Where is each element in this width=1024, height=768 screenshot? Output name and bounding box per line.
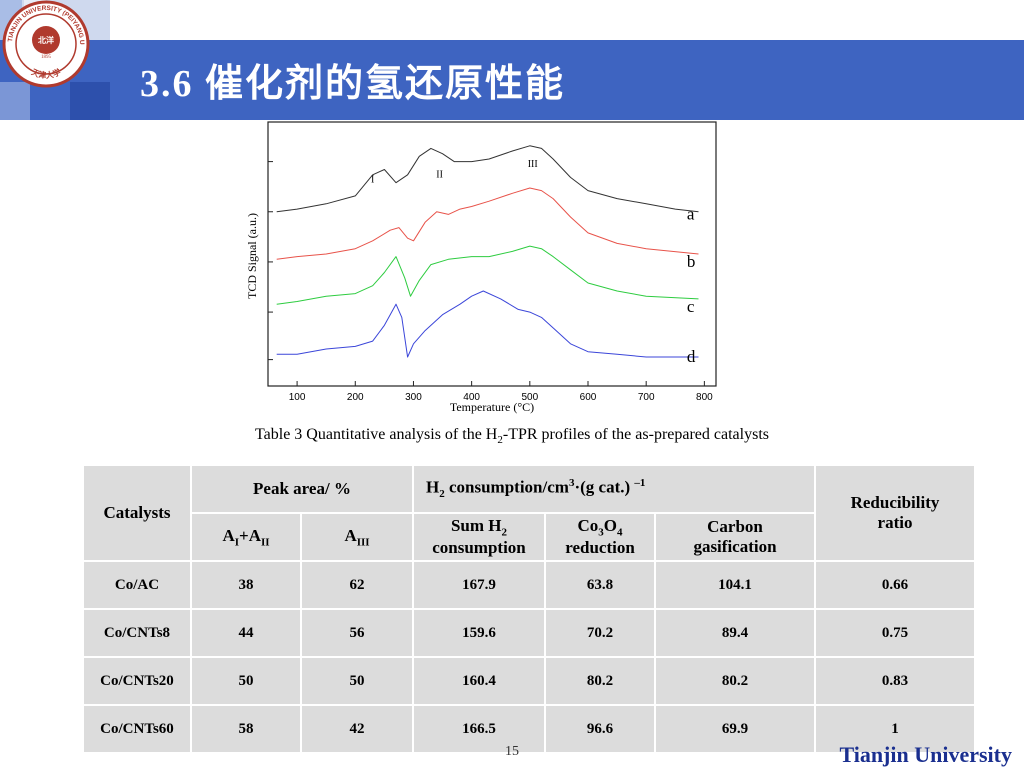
- caption-prefix: Table 3 Quantitative analysis of the H: [254, 426, 498, 443]
- y-axis-label: TCD Signal (a.u.): [245, 213, 259, 299]
- cell-sum-h2: 160.4: [412, 656, 546, 706]
- col-header-catalysts: Catalysts: [82, 464, 192, 562]
- caption-sub: 2: [497, 434, 503, 447]
- cell-co3o4: 80.2: [544, 656, 656, 706]
- page-title: 3.6 催化剂的氢还原性能: [140, 63, 566, 105]
- cell-a1-a2: 50: [190, 656, 302, 706]
- header-decor-square: [0, 82, 30, 120]
- table-row: Co/AC 38 62 167.9 63.8 104.1 0.66: [82, 560, 976, 610]
- results-table: Catalysts Peak area/ % H2 consumption/cm…: [82, 464, 976, 754]
- cell-sum-h2: 159.6: [412, 608, 546, 658]
- cell-a3: 50: [300, 656, 414, 706]
- header-band: [0, 40, 1024, 120]
- caption-suffix: -TPR profiles of the as-prepared catalys…: [502, 426, 769, 443]
- col-header-h2-consumption: H2 consumption/cm3·(g cat.) –1: [412, 464, 816, 514]
- cell-carbon: 80.2: [654, 656, 816, 706]
- cell-sum-h2: 167.9: [412, 560, 546, 610]
- cell-a3: 62: [300, 560, 414, 610]
- cell-co3o4: 96.6: [544, 704, 656, 754]
- svg-text:天津大学: 天津大学: [30, 66, 62, 80]
- cell-a1-a2: 44: [190, 608, 302, 658]
- cell-a1-a2: 58: [190, 704, 302, 754]
- seal-center-text: 北洋: [38, 35, 54, 45]
- cell-reducibility: 0.83: [814, 656, 976, 706]
- series-line-a: [276, 145, 699, 213]
- cell-co3o4: 70.2: [544, 608, 656, 658]
- plot-frame: [267, 121, 717, 387]
- cell-catalyst: Co/CNTs8: [82, 608, 192, 658]
- cell-carbon: 69.9: [654, 704, 816, 754]
- cell-catalyst: Co/AC: [82, 560, 192, 610]
- x-tick-label: 500: [521, 392, 538, 403]
- cell-a3: 56: [300, 608, 414, 658]
- x-tick-label: 100: [289, 392, 306, 403]
- col-header-a3: AIII: [300, 512, 414, 562]
- peak-label: I: [371, 175, 374, 186]
- col-header-co3o4: Co3O4 reduction: [544, 512, 656, 562]
- cell-sum-h2: 166.5: [412, 704, 546, 754]
- x-tick-label: 600: [580, 392, 597, 403]
- series-label-d: d: [687, 347, 696, 366]
- col-header-reducibility: Reducibility ratio: [814, 464, 976, 562]
- cell-reducibility: 0.66: [814, 560, 976, 610]
- table-header-row: Catalysts Peak area/ % H2 consumption/cm…: [82, 464, 976, 562]
- cell-catalyst: Co/CNTs20: [82, 656, 192, 706]
- col-header-carbon: Carbon gasification: [654, 512, 816, 562]
- series-line-d: [276, 290, 699, 358]
- x-axis-label: Temperature (°C): [450, 400, 534, 414]
- footer-brand: Tianjin University: [839, 742, 1012, 767]
- peak-label: II: [436, 169, 443, 180]
- series-label-b: b: [687, 252, 696, 271]
- seal-bottom-text: 天津大学: [30, 66, 62, 80]
- series-line-b: [276, 187, 699, 260]
- col-header-a1-a2: AI+AII: [190, 512, 302, 562]
- table-caption: Table 3 Quantitative analysis of the H2-…: [0, 426, 1024, 446]
- cell-a3: 42: [300, 704, 414, 754]
- col-header-peak-area: Peak area/ %: [190, 464, 414, 514]
- header-decor-square: [70, 82, 110, 120]
- x-tick-label: 700: [638, 392, 655, 403]
- cell-catalyst: Co/CNTs60: [82, 704, 192, 754]
- x-tick-label: 300: [405, 392, 422, 403]
- cell-co3o4: 63.8: [544, 560, 656, 610]
- seal-year: 1895: [41, 55, 52, 60]
- cell-reducibility: 0.75: [814, 608, 976, 658]
- col-header-sum-h2: Sum H2 consumption: [412, 512, 546, 562]
- page-number: 15: [505, 744, 519, 759]
- cell-carbon: 89.4: [654, 608, 816, 658]
- cell-reducibility: 1: [814, 704, 976, 754]
- series-label-c: c: [687, 297, 695, 316]
- x-tick-label: 400: [463, 392, 480, 403]
- x-tick-label: 800: [696, 392, 713, 403]
- cell-a1-a2: 38: [190, 560, 302, 610]
- series-label-a: a: [687, 205, 695, 224]
- table-row: Co/CNTs8 44 56 159.6 70.2 89.4 0.75: [82, 608, 976, 658]
- table-subheader-row: AI+AII AIII Sum H2 consumption Co3O4 reduc…: [83, 512, 975, 562]
- table-row: Co/CNTs20 50 50 160.4 80.2 80.2 0.83: [82, 656, 976, 706]
- table-row: Co/CNTs60 58 42 166.5 96.6 69.9 1: [82, 704, 976, 754]
- x-tick-label: 200: [347, 392, 364, 403]
- peak-label: III: [528, 159, 538, 170]
- cell-carbon: 104.1: [654, 560, 816, 610]
- series-line-c: [276, 245, 699, 305]
- university-seal-logo: TIANJIN UNIVERSITY (PEIYANG UNIVERSITY) …: [2, 0, 90, 88]
